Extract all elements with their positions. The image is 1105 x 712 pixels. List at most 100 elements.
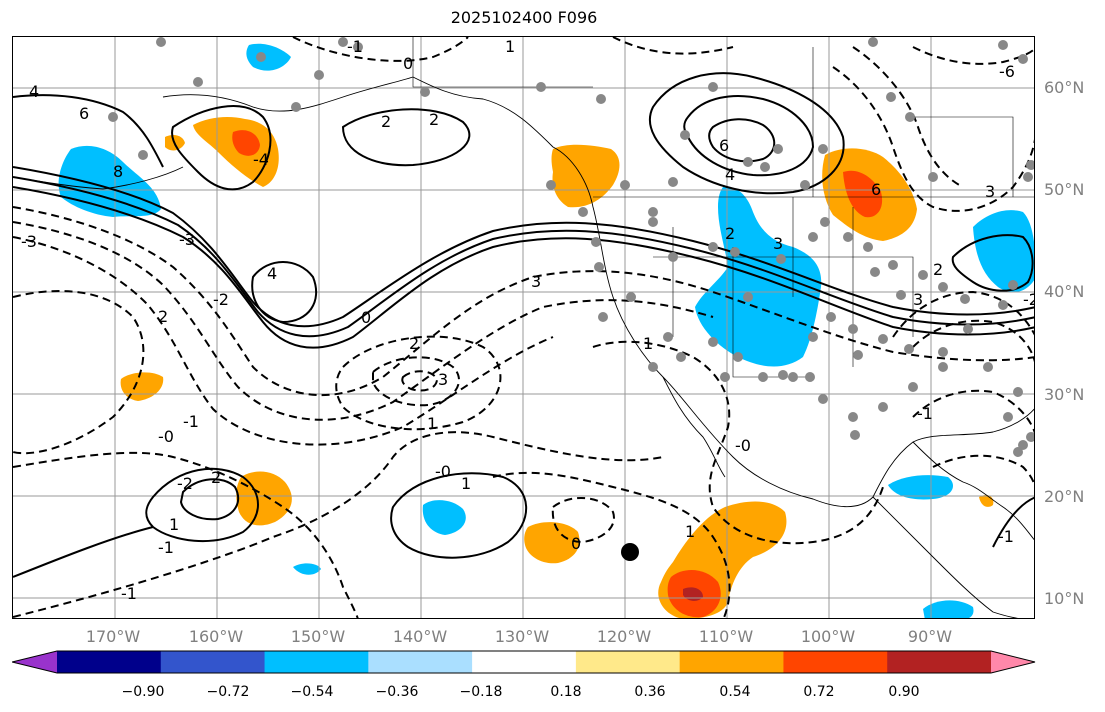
colorbar-outline	[12, 650, 1036, 674]
colorbar-segment	[264, 651, 369, 673]
lon-label-100w: 100°W	[800, 627, 856, 646]
lon-label-120w: 120°W	[596, 627, 652, 646]
shaded-anomaly-layer	[58, 43, 1034, 618]
blue-shade-small	[293, 563, 321, 575]
contour-label: -3	[21, 232, 37, 251]
contour-label: -1	[183, 412, 199, 431]
colorbar-tick: 0.90	[888, 684, 920, 700]
lon-label-150w: 150°W	[290, 627, 346, 646]
contour-label: -1	[121, 584, 137, 603]
contour-label: 6	[871, 180, 881, 199]
blue-shade-aleutian	[58, 145, 161, 217]
colorbar-segment	[575, 651, 681, 673]
colorbar-segment	[887, 651, 992, 673]
contour-label: -1	[158, 538, 174, 557]
contour-label: -1	[347, 37, 363, 56]
colorbar-tick: −0.54	[290, 684, 334, 700]
contour-label: -2	[1023, 290, 1035, 309]
contour-label: 6	[719, 136, 729, 155]
contour-label: -0	[158, 427, 174, 446]
colorbar-segment	[679, 651, 784, 673]
contour-label: 2	[933, 260, 943, 279]
graticule	[13, 37, 1034, 618]
figure-title: 2025102400 F096	[450, 8, 598, 27]
contour-label: 0	[361, 308, 371, 327]
orange-shade-small-2	[979, 494, 994, 507]
colorbar-tick: 0.72	[803, 684, 835, 700]
colorbar-segment	[783, 651, 888, 673]
contour-label: 3	[531, 272, 541, 291]
dashed-contours	[13, 37, 1034, 618]
contour-label: 6	[79, 104, 89, 123]
contour-label: -0	[735, 436, 751, 455]
blue-shade-alaska	[246, 43, 291, 71]
lon-label-170w: 170°W	[85, 627, 141, 646]
contour-label: 8	[113, 162, 123, 181]
contour-label: 3	[913, 290, 923, 309]
contour-label: 1	[505, 37, 515, 56]
colorbar-tick: 0.54	[719, 684, 751, 700]
colorbar	[12, 650, 1036, 674]
lon-label-160w: 160°W	[188, 627, 244, 646]
orange-shade-pacific-1	[120, 372, 164, 401]
contour-label: -4	[253, 150, 269, 169]
red-shade-alaska	[232, 130, 260, 156]
contour-label: -0	[435, 462, 451, 481]
contour-label: 1	[461, 474, 471, 493]
colorbar-tick: 0.18	[550, 684, 582, 700]
contour-label: 2	[409, 334, 419, 353]
lat-label-20n: 20°N	[1044, 487, 1085, 506]
lat-label-40n: 40°N	[1044, 282, 1085, 301]
coastline-baja	[662, 376, 726, 478]
contour-label: 4	[725, 165, 735, 184]
contour-label: -2	[177, 474, 193, 493]
colorbar-segment	[472, 651, 577, 673]
contour-label: 4	[29, 82, 39, 101]
lon-label-130w: 130°W	[494, 627, 550, 646]
contour-label: 2	[158, 307, 168, 326]
map-canvas: 4 6 8 -1 0 1 2 -3 4 -2 2 3 2 0 -4 3 -1 -…	[13, 37, 1035, 618]
colorbar-tick: −0.36	[375, 684, 419, 700]
orange-shade-pacific-3	[524, 522, 580, 564]
contour-label: -1	[998, 527, 1014, 546]
map-panel: 4 6 8 -1 0 1 2 -3 4 -2 2 3 2 0 -4 3 -1 -…	[12, 36, 1035, 619]
contour-label: 3	[773, 234, 783, 253]
colorbar-segment	[57, 651, 162, 673]
coastlines	[13, 76, 1034, 618]
lat-label-30n: 30°N	[1044, 385, 1085, 404]
colorbar-extension-high	[991, 651, 1035, 673]
lat-label-50n: 50°N	[1044, 180, 1085, 199]
solid-contours	[13, 72, 1034, 578]
orange-shade-pacific-2	[236, 471, 292, 526]
colorbar-segments	[12, 650, 1036, 674]
contour-label: 1	[169, 515, 179, 534]
contour-label-layer: 4 6 8 -1 0 1 2 -3 4 -2 2 3 2 0 -4 3 -1 -…	[21, 37, 1035, 603]
contour-label: -1	[917, 404, 933, 423]
blue-shade-bottom-right	[923, 600, 974, 618]
blue-shade-caribbean	[888, 475, 953, 500]
contour-label: 4	[267, 264, 277, 283]
lon-label-110w: 110°W	[698, 627, 754, 646]
blue-shade-pacific	[422, 500, 466, 535]
blue-shade-canada-east	[973, 210, 1034, 293]
colorbar-segment	[368, 651, 473, 673]
colorbar-extension-low	[12, 651, 57, 673]
contour-label: 0	[571, 534, 581, 553]
station-markers	[108, 37, 1034, 457]
colorbar-tick: 0.36	[634, 684, 666, 700]
storm-center-marker	[621, 543, 639, 561]
contour-label: 3	[438, 370, 448, 389]
colorbar-tick: −0.90	[121, 684, 165, 700]
colorbar-tick: −0.18	[459, 684, 503, 700]
contour-label: -3	[179, 230, 195, 249]
contour-label: 2	[211, 468, 221, 487]
lon-label-140w: 140°W	[392, 627, 448, 646]
orange-shade-bc	[551, 144, 620, 208]
contour-label: 0	[403, 54, 413, 73]
coastline-central-america	[872, 496, 1019, 618]
red-shade-canada	[843, 170, 883, 218]
contour-label: 3	[985, 182, 995, 201]
contour-label: 2	[429, 110, 439, 129]
lon-label-90w: 90°W	[907, 627, 953, 646]
colorbar-segment	[160, 651, 266, 673]
